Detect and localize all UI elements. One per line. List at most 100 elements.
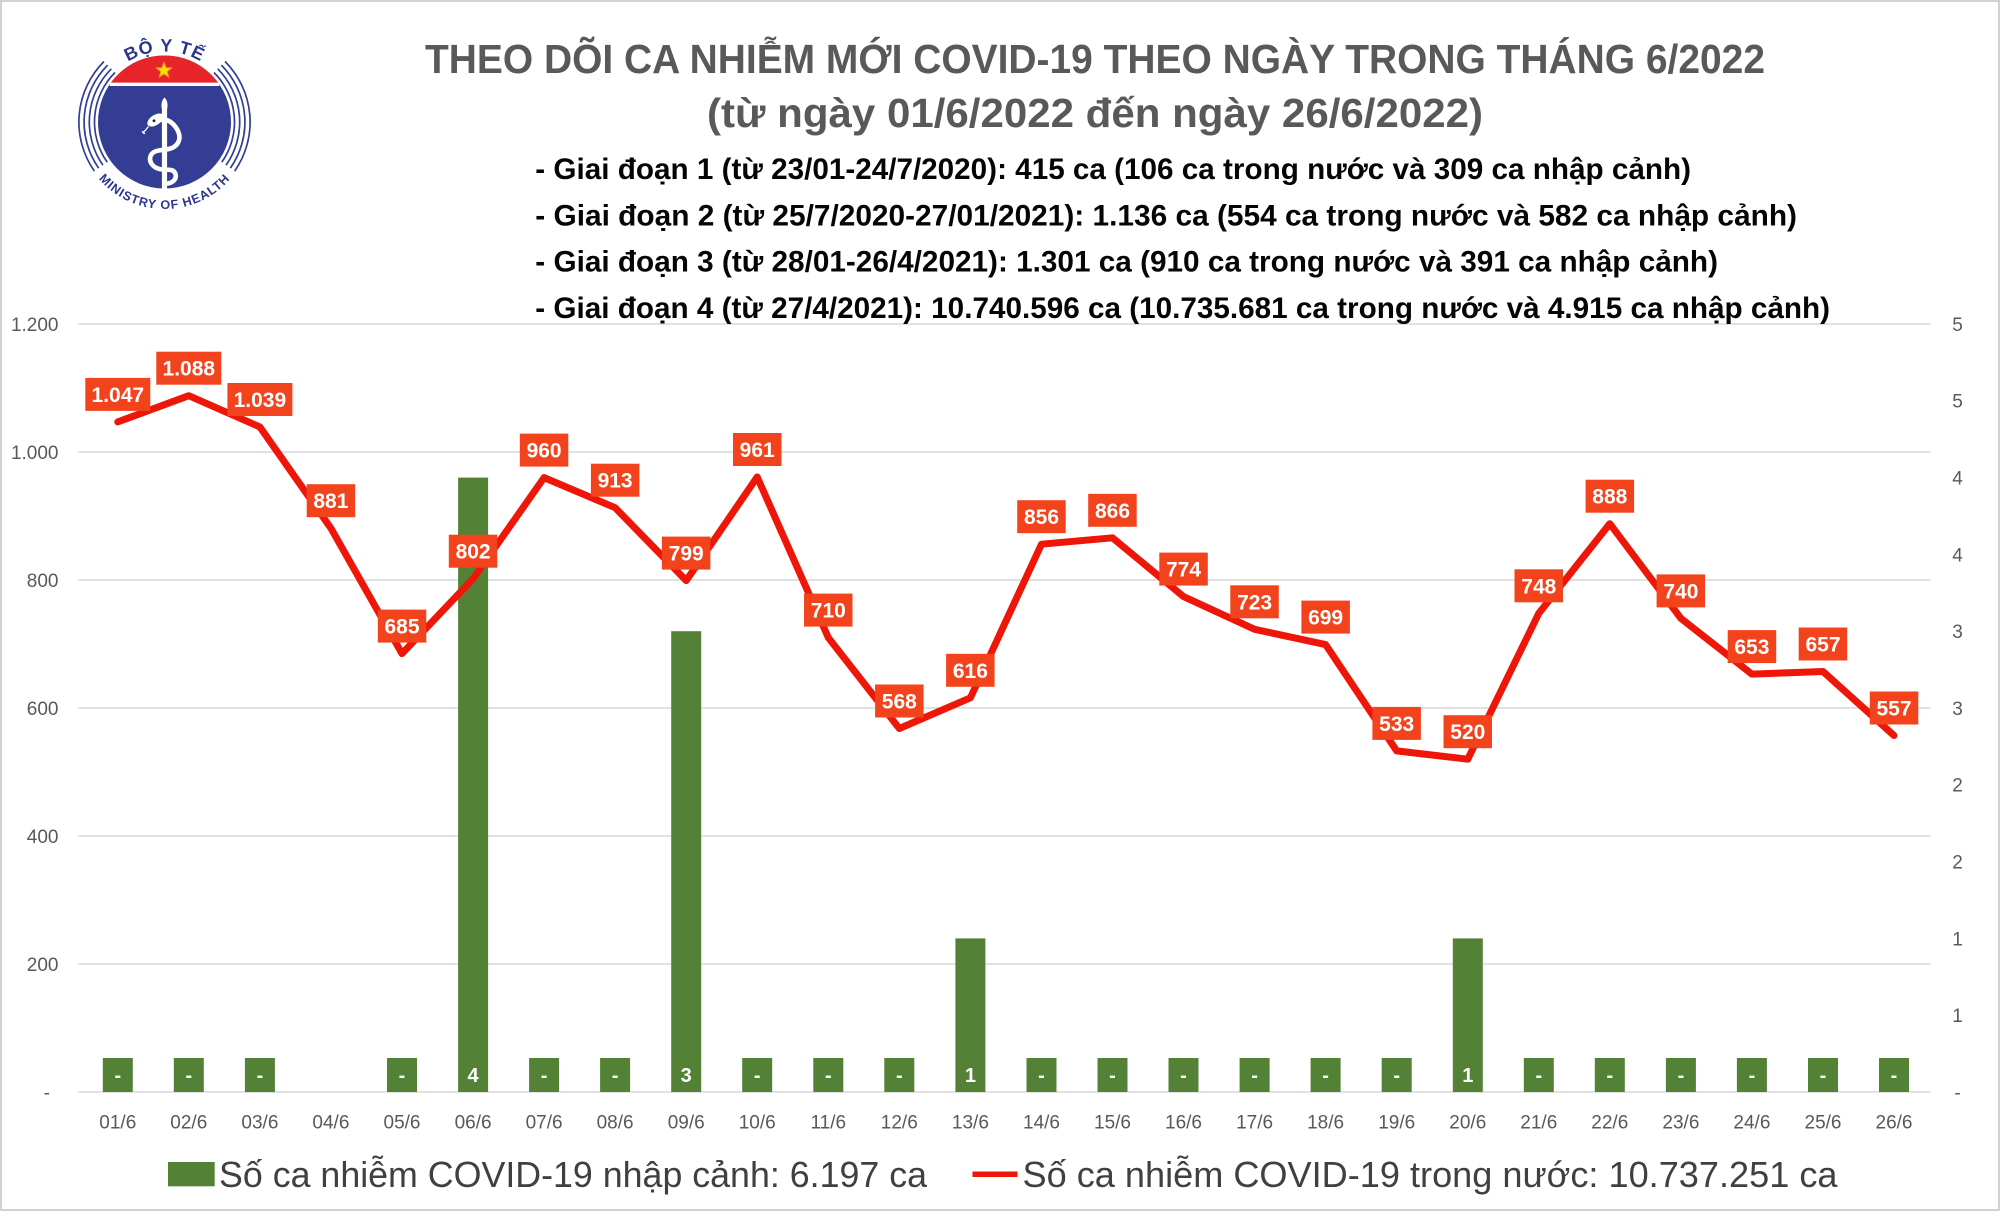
svg-text:02/6: 02/6 (170, 1113, 207, 1134)
svg-text:888: 888 (1592, 486, 1627, 509)
svg-text:-: - (1535, 1065, 1542, 1087)
svg-text:800: 800 (27, 571, 59, 592)
svg-text:Số ca nhiễm COVID-19 trong nướ: Số ca nhiễm COVID-19 trong nước: 10.737.… (1023, 1154, 1839, 1195)
svg-text:-: - (1322, 1065, 1329, 1087)
svg-text:(từ ngày 01/6/2022 đến ngày 26: (từ ngày 01/6/2022 đến ngày 26/6/2022) (707, 90, 1483, 136)
svg-text:616: 616 (953, 660, 988, 683)
svg-text:653: 653 (1734, 636, 1769, 659)
svg-text:21/6: 21/6 (1520, 1113, 1557, 1134)
svg-text:657: 657 (1805, 634, 1840, 657)
svg-text:- Giai đoạn 3 (từ 28/01-26/4/2: - Giai đoạn 3 (từ 28/01-26/4/2021): 1.30… (535, 246, 1718, 279)
svg-text:Số ca nhiễm COVID-19 nhập cảnh: Số ca nhiễm COVID-19 nhập cảnh: 6.197 ca (219, 1154, 928, 1195)
svg-text:866: 866 (1095, 500, 1130, 523)
svg-text:23/6: 23/6 (1662, 1113, 1699, 1134)
svg-text:22/6: 22/6 (1591, 1113, 1628, 1134)
svg-text:-: - (1606, 1065, 1613, 1087)
svg-text:-: - (399, 1065, 406, 1087)
svg-text:-: - (1678, 1065, 1685, 1087)
svg-text:1: 1 (965, 1065, 976, 1087)
svg-text:25/6: 25/6 (1805, 1113, 1842, 1134)
svg-text:-: - (896, 1065, 903, 1087)
svg-text:-: - (257, 1065, 264, 1087)
svg-text:1.039: 1.039 (234, 389, 287, 412)
svg-text:- Giai đoạn 1 (từ 23/01-24/7/2: - Giai đoạn 1 (từ 23/01-24/7/2020): 415 … (535, 153, 1691, 186)
svg-text:961: 961 (740, 439, 775, 462)
svg-text:13/6: 13/6 (952, 1113, 989, 1134)
svg-text:THEO DÕI CA NHIỄM MỚI COVID-19: THEO DÕI CA NHIỄM MỚI COVID-19 THEO NGÀY… (425, 36, 1765, 82)
svg-text:881: 881 (313, 490, 348, 513)
svg-text:960: 960 (527, 440, 562, 463)
svg-text:1: 1 (1952, 929, 1963, 950)
svg-text:-: - (541, 1065, 548, 1087)
svg-text:1.047: 1.047 (92, 384, 145, 407)
svg-text:19/6: 19/6 (1378, 1113, 1415, 1134)
svg-text:-: - (754, 1065, 761, 1087)
svg-text:-: - (1180, 1065, 1187, 1087)
svg-text:-: - (1954, 1083, 1960, 1104)
svg-text:685: 685 (384, 616, 419, 639)
svg-text:520: 520 (1450, 721, 1485, 744)
svg-text:2: 2 (1952, 776, 1963, 797)
svg-text:2: 2 (1952, 853, 1963, 874)
svg-text:-: - (114, 1065, 121, 1087)
svg-text:11/6: 11/6 (811, 1113, 847, 1134)
svg-text:10/6: 10/6 (739, 1113, 776, 1134)
svg-text:1.000: 1.000 (11, 443, 59, 464)
svg-text:4: 4 (468, 1065, 480, 1087)
svg-text:-: - (1251, 1065, 1258, 1087)
svg-text:400: 400 (27, 827, 59, 848)
svg-text:-: - (825, 1065, 832, 1087)
svg-text:01/6: 01/6 (99, 1113, 136, 1134)
svg-text:710: 710 (811, 600, 846, 623)
svg-text:-: - (1393, 1065, 1400, 1087)
svg-text:200: 200 (27, 955, 59, 976)
svg-text:5: 5 (1952, 392, 1963, 413)
svg-text:-: - (185, 1065, 192, 1087)
svg-text:18/6: 18/6 (1307, 1113, 1344, 1134)
svg-text:699: 699 (1308, 607, 1343, 630)
svg-text:26/6: 26/6 (1876, 1113, 1913, 1134)
svg-text:1.088: 1.088 (163, 358, 216, 381)
svg-text:4: 4 (1952, 545, 1963, 566)
svg-text:748: 748 (1521, 575, 1556, 598)
svg-text:- Giai đoạn 2 (từ 25/7/2020-27: - Giai đoạn 2 (từ 25/7/2020-27/01/2021):… (535, 199, 1797, 232)
svg-text:09/6: 09/6 (668, 1113, 705, 1134)
svg-text:3: 3 (681, 1065, 692, 1087)
svg-text:14/6: 14/6 (1023, 1113, 1060, 1134)
svg-text:-: - (612, 1065, 619, 1087)
svg-text:3: 3 (1952, 622, 1963, 643)
svg-text:1: 1 (1462, 1065, 1473, 1087)
svg-text:-: - (1820, 1065, 1827, 1087)
svg-text:06/6: 06/6 (455, 1113, 492, 1134)
svg-text:04/6: 04/6 (312, 1113, 349, 1134)
svg-text:3: 3 (1952, 699, 1963, 720)
svg-text:16/6: 16/6 (1165, 1113, 1202, 1134)
svg-text:913: 913 (598, 470, 633, 493)
svg-text:-: - (1891, 1065, 1898, 1087)
svg-text:774: 774 (1166, 559, 1201, 582)
svg-text:-: - (44, 1083, 50, 1104)
svg-text:20/6: 20/6 (1449, 1113, 1486, 1134)
svg-text:-: - (1038, 1065, 1045, 1087)
svg-text:856: 856 (1024, 506, 1059, 529)
svg-text:802: 802 (456, 541, 491, 564)
svg-text:1.200: 1.200 (11, 315, 59, 336)
svg-text:05/6: 05/6 (384, 1113, 421, 1134)
svg-text:07/6: 07/6 (526, 1113, 563, 1134)
svg-text:17/6: 17/6 (1236, 1113, 1273, 1134)
svg-text:568: 568 (882, 691, 917, 714)
svg-text:600: 600 (27, 699, 59, 720)
svg-text:4: 4 (1952, 469, 1963, 490)
svg-text:5: 5 (1952, 315, 1963, 336)
svg-text:723: 723 (1237, 591, 1272, 614)
svg-text:740: 740 (1663, 580, 1698, 603)
svg-text:12/6: 12/6 (881, 1113, 918, 1134)
svg-text:533: 533 (1379, 713, 1414, 736)
svg-text:24/6: 24/6 (1733, 1113, 1770, 1134)
svg-text:557: 557 (1876, 698, 1911, 721)
svg-text:-: - (1749, 1065, 1756, 1087)
svg-text:- Giai đoạn 4 (từ 27/4/2021):: - Giai đoạn 4 (từ 27/4/2021): 10.740.596… (535, 292, 1830, 325)
svg-text:1: 1 (1952, 1006, 1963, 1027)
svg-text:15/6: 15/6 (1094, 1113, 1131, 1134)
svg-text:08/6: 08/6 (597, 1113, 634, 1134)
